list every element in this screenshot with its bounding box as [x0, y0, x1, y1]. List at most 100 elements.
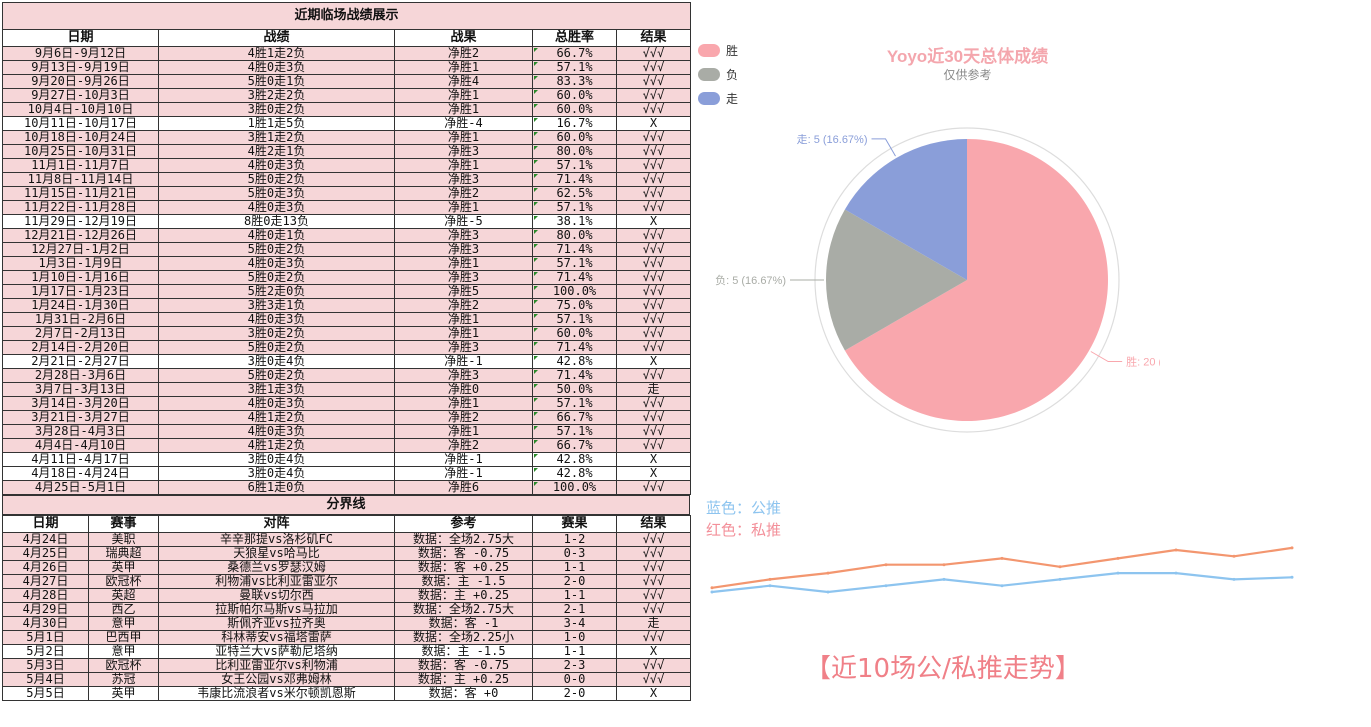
record-cell: 4胜0走3负	[158, 396, 395, 411]
net-cell: 净胜1	[394, 60, 533, 75]
date-cell: 4月25日	[2, 546, 89, 561]
net-cell: 净胜0	[394, 382, 533, 397]
pie-slice-draw	[844, 139, 967, 280]
pie-label-line-draw	[871, 138, 896, 157]
legend-item-lose[interactable]: 负	[698, 62, 738, 86]
match-row: 4月24日 美职 辛辛那提vs洛杉矶FC 数据：全场2.75大 1-2 √√√	[2, 532, 691, 547]
summary-row: 1月24日-1月30日 3胜3走1负 净胜2 75.0% √√√	[2, 298, 692, 313]
net-cell: 净胜1	[394, 200, 533, 215]
record-cell: 4胜0走3负	[158, 60, 395, 75]
fixture-cell: 比利亚雷亚尔vs利物浦	[158, 658, 395, 673]
result-cell: X	[616, 686, 691, 701]
net-cell: 净胜1	[394, 424, 533, 439]
header-score: 赛果	[532, 515, 617, 533]
fixture-cell: 辛辛那提vs洛杉矶FC	[158, 532, 395, 547]
reference-cell: 数据：客 -0.75	[394, 658, 533, 673]
result-cell: X	[615, 466, 692, 481]
trend-point-public	[1174, 571, 1178, 575]
trend-point-private	[768, 577, 772, 581]
fixture-cell: 利物浦vs比利亚雷亚尔	[158, 574, 395, 589]
summary-row: 11月15日-11月21日 5胜0走3负 净胜2 62.5% √√√	[2, 186, 692, 201]
summary-row: 11月22日-11月28日 4胜0走3负 净胜1 57.1% √√√	[2, 200, 692, 215]
net-cell: 净胜1	[394, 396, 533, 411]
score-cell: 1-2	[532, 532, 617, 547]
date-cell: 4月26日	[2, 560, 89, 575]
header-league: 赛事	[88, 515, 159, 533]
reference-cell: 数据：全场2.75大	[394, 602, 533, 617]
trend-point-public	[942, 577, 946, 581]
result-cell: √√√	[615, 424, 692, 439]
legend-item-draw[interactable]: 走	[698, 86, 738, 110]
trend-point-public	[1232, 577, 1236, 581]
header-result: 结果	[616, 515, 691, 533]
league-cell: 意甲	[88, 616, 159, 631]
reference-cell: 数据：客 +0	[394, 686, 533, 701]
winrate-cell: 60.0%	[532, 130, 617, 145]
league-cell: 英超	[88, 588, 159, 603]
date-cell: 10月11日-10月17日	[2, 116, 159, 131]
score-cell: 1-1	[532, 644, 617, 659]
record-cell: 3胜0走4负	[158, 452, 395, 467]
score-cell: 2-0	[532, 686, 617, 701]
fixture-cell: 桑德兰vs罗瑟汉姆	[158, 560, 395, 575]
result-cell: X	[615, 452, 692, 467]
winrate-cell: 60.0%	[532, 88, 617, 103]
result-cell: √√√	[616, 574, 691, 589]
left-panel: 近期临场战绩展示 日期 战绩 战果 总胜率 结果 9月6日-9月12日 4胜1走2负 净胜2…	[1, 2, 692, 701]
date-cell: 1月31日-2月6日	[2, 312, 159, 327]
date-cell: 11月29日-12月19日	[2, 214, 159, 229]
record-cell: 3胜3走1负	[158, 298, 395, 313]
date-cell: 4月4日-4月10日	[2, 438, 159, 453]
summary-row: 10月18日-10月24日 3胜1走2负 净胜1 60.0% √√√	[2, 130, 692, 145]
summary-row: 1月10日-1月16日 5胜0走2负 净胜3 71.4% √√√	[2, 270, 692, 285]
winrate-cell: 57.1%	[532, 158, 617, 173]
net-cell: 净胜3	[394, 270, 533, 285]
trend-point-public	[1058, 577, 1062, 581]
reference-cell: 数据：客 +0.25	[394, 560, 533, 575]
winrate-cell: 42.8%	[532, 354, 617, 369]
summary-row: 2月28日-3月6日 5胜0走2负 净胜3 71.4% √√√	[2, 368, 692, 383]
trend-point-public	[768, 584, 772, 588]
trend-point-private	[1116, 556, 1120, 560]
summary-row: 10月11日-10月17日 1胜1走5负 净胜-4 16.7% X	[2, 116, 692, 131]
net-cell: 净胜2	[394, 298, 533, 313]
fixture-cell: 亚特兰大vs萨勒尼塔纳	[158, 644, 395, 659]
net-cell: 净胜5	[394, 284, 533, 299]
date-cell: 5月2日	[2, 644, 89, 659]
result-cell: √√√	[616, 560, 691, 575]
date-cell: 3月21日-3月27日	[2, 410, 159, 425]
record-cell: 5胜0走2负	[158, 270, 395, 285]
result-cell: 走	[616, 616, 691, 631]
result-cell: √√√	[615, 200, 692, 215]
header-winrate: 总胜率	[532, 29, 617, 47]
winrate-cell: 66.7%	[532, 46, 617, 61]
legend-item-win[interactable]: 胜	[698, 38, 738, 62]
result-cell: √√√	[615, 74, 692, 89]
winrate-cell: 57.1%	[532, 396, 617, 411]
score-cell: 1-0	[532, 630, 617, 645]
net-cell: 净胜3	[394, 144, 533, 159]
winrate-cell: 83.3%	[532, 74, 617, 89]
score-cell: 3-4	[532, 616, 617, 631]
result-cell: X	[616, 644, 691, 659]
winrate-cell: 71.4%	[532, 368, 617, 383]
winrate-cell: 75.0%	[532, 298, 617, 313]
legend-swatch-win	[698, 43, 720, 57]
summary-row: 2月14日-2月20日 5胜0走2负 净胜3 71.4% √√√	[2, 340, 692, 355]
score-cell: 2-1	[532, 602, 617, 617]
net-cell: 净胜3	[394, 368, 533, 383]
winrate-cell: 62.5%	[532, 186, 617, 201]
result-cell: √√√	[615, 158, 692, 173]
reference-cell: 数据：客 -0.75	[394, 546, 533, 561]
net-cell: 净胜3	[394, 228, 533, 243]
fixture-cell: 科林蒂安vs福塔雷萨	[158, 630, 395, 645]
net-cell: 净胜1	[394, 326, 533, 341]
winrate-cell: 42.8%	[532, 452, 617, 467]
date-cell: 12月21日-12月26日	[2, 228, 159, 243]
trend-point-private	[1058, 565, 1062, 569]
date-cell: 3月7日-3月13日	[2, 382, 159, 397]
summary-row: 2月21日-2月27日 3胜0走4负 净胜-1 42.8% X	[2, 354, 692, 369]
net-cell: 净胜4	[394, 74, 533, 89]
winrate-cell: 57.1%	[532, 60, 617, 75]
net-cell: 净胜-5	[394, 214, 533, 229]
